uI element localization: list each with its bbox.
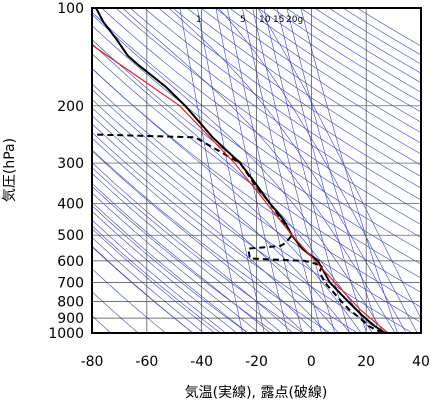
mixing-ratio-line [253, 8, 337, 340]
moist-adiabat [0, 8, 202, 340]
mixing-ratio-label: 1 [196, 15, 202, 25]
dry-adiabat [0, 8, 369, 340]
mixing-ratio-label: 15 [273, 15, 284, 25]
x-tick-label: -60 [135, 354, 158, 370]
dry-adiabat [159, 8, 431, 340]
y-tick-label: 200 [57, 99, 84, 115]
dry-adiabat [329, 8, 431, 340]
x-tick-label: -40 [190, 354, 213, 370]
x-tick-label: -80 [81, 354, 104, 370]
y-tick-label: 700 [57, 276, 84, 292]
y-tick-label: 600 [57, 254, 84, 270]
y-tick-label: 500 [57, 228, 84, 244]
dry-adiabat [229, 8, 431, 340]
moist-adiabat [123, 8, 400, 340]
dry-adiabat [59, 8, 431, 340]
mixing-ratio-label: 10 [259, 15, 271, 25]
x-axis-label: 気温(実線), 露点(破線) [185, 385, 328, 401]
y-tick-label: 900 [57, 311, 84, 327]
moist-adiabat [0, 8, 311, 340]
y-tick-label: 1000 [48, 326, 84, 342]
moist-adiabat [0, 8, 213, 340]
mixing-ratio-label: 5 [240, 15, 246, 25]
dry-adiabat [286, 8, 431, 340]
dry-adiabat [0, 8, 341, 340]
x-tick-label: 40 [412, 354, 430, 370]
x-tick-label: 20 [357, 354, 375, 370]
dry-adiabat [116, 8, 431, 340]
x-tick-label: -20 [245, 354, 268, 370]
moist-adiabat [0, 8, 246, 340]
moist-adiabat [0, 8, 289, 340]
dry-adiabat [0, 8, 230, 340]
dry-adiabat [31, 8, 431, 340]
y-axis-label: 気圧(hPa) [2, 138, 18, 202]
y-tick-label: 300 [57, 156, 84, 172]
y-tick-label: 400 [57, 197, 84, 213]
y-tick-label: 100 [57, 1, 84, 17]
mixing-ratio-label: 20g [286, 15, 303, 25]
dry-adiabat [258, 8, 431, 340]
profile-line [92, 45, 388, 333]
x-tick-label: 0 [307, 354, 316, 370]
mixing-ratio-line [180, 8, 244, 340]
moist-adiabat [258, 8, 431, 340]
y-tick-label: 800 [57, 295, 84, 311]
moist-adiabat [0, 8, 268, 340]
moist-adiabat [0, 8, 322, 340]
moist-adiabat [0, 8, 300, 340]
mixing-ratio-line [197, 8, 266, 340]
dry-adiabat [272, 8, 431, 340]
dry-adiabat [0, 8, 202, 340]
